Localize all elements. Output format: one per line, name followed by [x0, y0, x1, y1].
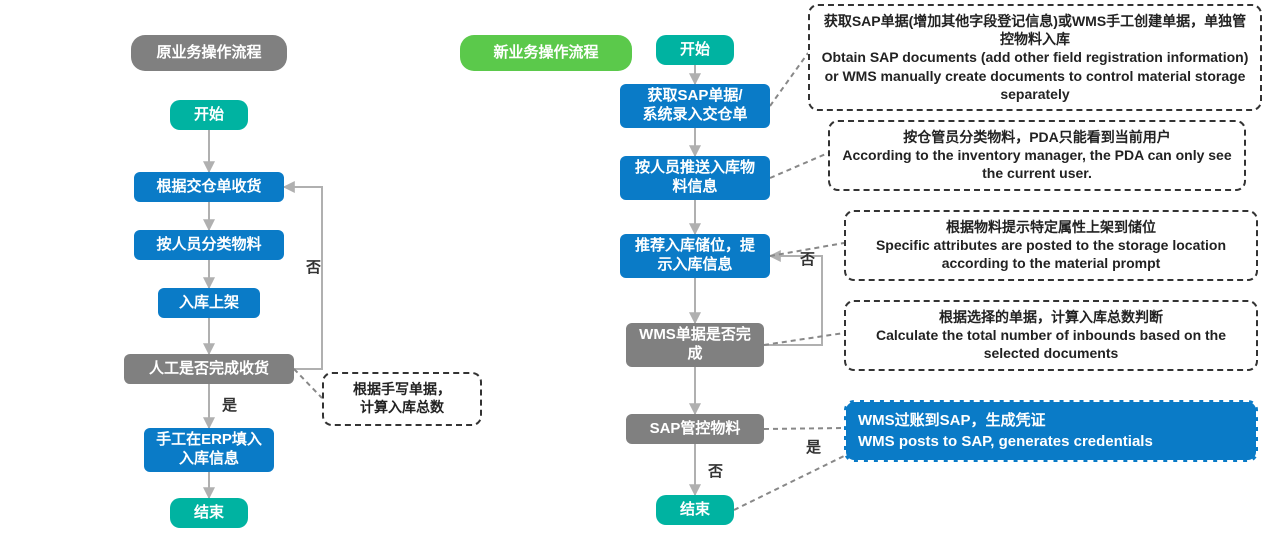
right-decision: WMS单据是否完成	[626, 323, 764, 367]
left-step-receive: 根据交仓单收货	[134, 172, 284, 202]
left-label-yes-text: 是	[222, 397, 237, 414]
right-start: 开始	[656, 35, 734, 65]
right-callout1-text: 获取SAP单据(增加其他字段登记信息)或WMS手工创建单据，单独管控物料入库Ob…	[822, 13, 1249, 102]
right-n3-text: 推荐入库储位，提示入库信息	[628, 237, 762, 275]
left-n4-text: 手工在ERP填入入库信息	[152, 431, 266, 469]
right-end-text: 结束	[680, 501, 710, 520]
left-n3-text: 入库上架	[179, 294, 239, 313]
left-step-erp: 手工在ERP填入入库信息	[144, 428, 274, 472]
right-n4-text: SAP管控物料	[650, 420, 741, 439]
right-label-no-sap-text: 否	[708, 463, 723, 480]
right-label-no-dec-text: 否	[800, 251, 815, 268]
right-callout-4: 根据选择的单据，计算入库总数判断Calculate the total numb…	[844, 300, 1258, 371]
left-label-no-text: 否	[306, 259, 321, 276]
right-end: 结束	[656, 495, 734, 525]
right-callout-5: WMS过账到SAP，生成凭证WMS posts to SAP, generate…	[844, 400, 1258, 462]
right-title: 新业务操作流程	[460, 35, 632, 71]
right-n1-text: 获取SAP单据/系统录入交仓单	[642, 87, 747, 125]
left-callout-text: 根据手写单据，计算入库总数	[353, 381, 451, 415]
left-n1-text: 根据交仓单收货	[156, 178, 261, 197]
right-callout5-text: WMS过账到SAP，生成凭证WMS posts to SAP, generate…	[858, 412, 1153, 450]
right-label-yes-sap-text: 是	[806, 439, 821, 456]
right-label-no-sap: 否	[708, 460, 723, 481]
left-title-text: 原业务操作流程	[156, 44, 261, 63]
left-title: 原业务操作流程	[131, 35, 287, 71]
right-callout-1: 获取SAP单据(增加其他字段登记信息)或WMS手工创建单据，单独管控物料入库Ob…	[808, 4, 1262, 111]
left-step-classify: 按人员分类物料	[134, 230, 284, 260]
right-dec-text: WMS单据是否完成	[634, 326, 756, 364]
right-callout-3: 根据物料提示特定属性上架到储位Specific attributes are p…	[844, 210, 1258, 281]
right-label-no-dec: 否	[800, 248, 815, 269]
right-start-text: 开始	[680, 41, 710, 60]
left-callout: 根据手写单据，计算入库总数	[322, 372, 482, 426]
right-callout4-text: 根据选择的单据，计算入库总数判断Calculate the total numb…	[876, 309, 1226, 361]
right-step-sap: 获取SAP单据/系统录入交仓单	[620, 84, 770, 128]
left-start: 开始	[170, 100, 248, 130]
right-callout3-text: 根据物料提示特定属性上架到储位Specific attributes are p…	[876, 219, 1226, 271]
right-callout-2: 按仓管员分类物料，PDA只能看到当前用户According to the inv…	[828, 120, 1246, 191]
left-n2-text: 按人员分类物料	[156, 236, 261, 255]
right-label-yes-sap: 是	[806, 436, 821, 457]
right-step-push: 按人员推送入库物料信息	[620, 156, 770, 200]
left-dec-text: 人工是否完成收货	[149, 360, 269, 379]
left-label-yes: 是	[222, 394, 237, 415]
left-label-no: 否	[306, 256, 321, 277]
left-step-shelve: 入库上架	[158, 288, 260, 318]
right-n2-text: 按人员推送入库物料信息	[628, 159, 762, 197]
right-step-recommend: 推荐入库储位，提示入库信息	[620, 234, 770, 278]
right-step-sapctrl: SAP管控物料	[626, 414, 764, 444]
right-title-text: 新业务操作流程	[493, 44, 598, 63]
left-end-text: 结束	[194, 504, 224, 523]
right-callout2-text: 按仓管员分类物料，PDA只能看到当前用户According to the inv…	[842, 129, 1231, 181]
left-end: 结束	[170, 498, 248, 528]
left-decision: 人工是否完成收货	[124, 354, 294, 384]
left-start-text: 开始	[194, 106, 224, 125]
